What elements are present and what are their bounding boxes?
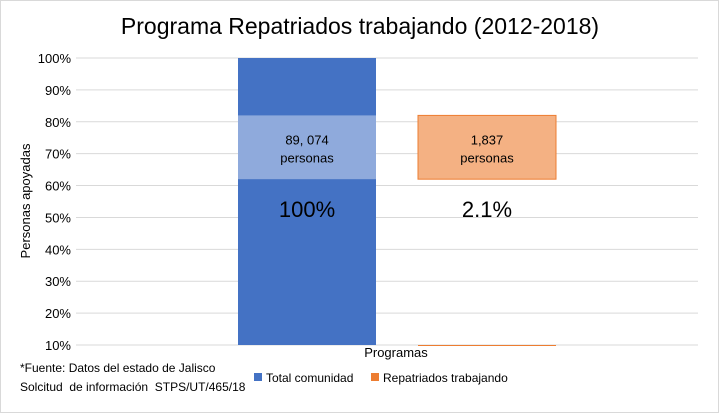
annotation-count-repatriados-trabajando: 1,837 <box>471 132 504 147</box>
chart-title: Programa Repatriados trabajando (2012-20… <box>121 13 599 39</box>
y-tick-label: 80% <box>45 115 71 130</box>
percent-label-total-comunidad: 100% <box>279 197 335 222</box>
y-tick-label: 100% <box>38 51 72 66</box>
footnote-line-1: *Fuente: Datos del estado de Jalisco <box>20 361 216 375</box>
footnote-line-2: Solcitud de información STPS/UT/465/18 <box>20 380 246 394</box>
y-axis-ticks: 100% 90% 80% 70% 60% 50% 40% 30% 20% 10% <box>38 51 72 353</box>
y-tick-label: 30% <box>45 274 71 289</box>
y-tick-label: 20% <box>45 306 71 321</box>
y-tick-label: 40% <box>45 242 71 257</box>
legend-label-total-comunidad: Total comunidad <box>266 371 353 385</box>
bars: 89, 074 personas 100% 1,837 personas 2.1% <box>238 58 557 346</box>
legend-swatch-total-comunidad <box>254 373 262 381</box>
annotation-unit-total-comunidad: personas <box>280 150 334 165</box>
gridlines <box>76 57 698 346</box>
legend: Total comunidad Repatriados trabajando <box>254 371 508 385</box>
legend-swatch-repatriados-trabajando <box>371 373 379 381</box>
footnote: *Fuente: Datos del estado de Jalisco Sol… <box>20 361 246 394</box>
y-axis-title: Personas apoyadas <box>18 143 33 258</box>
y-tick-label: 60% <box>45 179 71 194</box>
bar-total-comunidad <box>238 58 376 345</box>
percent-label-repatriados-trabajando: 2.1% <box>462 197 512 222</box>
x-axis-title: Programas <box>364 345 428 360</box>
y-tick-label: 70% <box>45 147 71 162</box>
y-tick-label: 10% <box>45 338 71 353</box>
annotation-unit-repatriados-trabajando: personas <box>460 150 514 165</box>
annotation-band-total-comunidad <box>238 115 376 180</box>
bar-repatriados-trabajando <box>418 345 556 346</box>
legend-label-repatriados-trabajando: Repatriados trabajando <box>383 371 508 385</box>
annotation-band-repatriados-trabajando <box>417 114 557 180</box>
y-tick-label: 50% <box>45 210 71 225</box>
annotation-count-total-comunidad: 89, 074 <box>285 132 328 147</box>
y-tick-label: 90% <box>45 83 71 98</box>
